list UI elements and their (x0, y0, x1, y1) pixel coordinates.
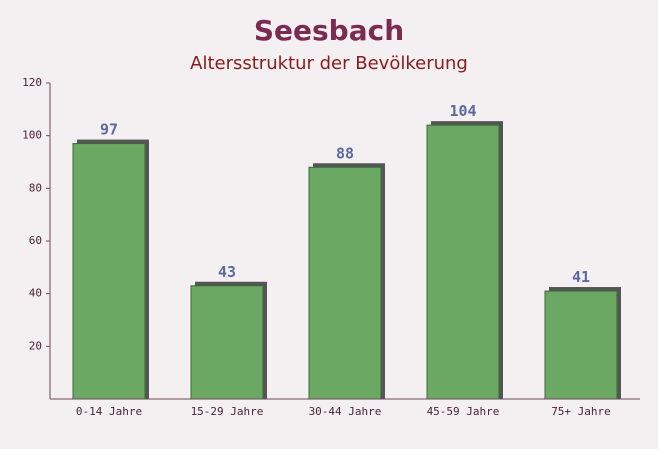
y-tick-label: 20 (29, 339, 42, 352)
bar (190, 285, 264, 400)
x-tick-label: 0-14 Jahre (76, 405, 142, 418)
chart-title: Seesbach (254, 14, 404, 47)
y-tick-label: 100 (22, 129, 42, 142)
value-label: 41 (572, 268, 590, 286)
value-label: 104 (449, 102, 476, 120)
y-tick-label: 120 (22, 76, 42, 89)
x-tick-label: 30-44 Jahre (309, 405, 382, 418)
x-tick-label: 15-29 Jahre (191, 405, 264, 418)
bar (308, 166, 382, 400)
bar (72, 143, 146, 400)
value-label: 43 (218, 263, 236, 281)
value-label: 97 (100, 121, 118, 139)
y-tick-label: 80 (29, 181, 42, 194)
x-tick-label: 45-59 Jahre (427, 405, 500, 418)
y-tick-label: 40 (29, 287, 42, 300)
bar (544, 290, 618, 400)
bar (426, 124, 500, 400)
x-tick-label: 75+ Jahre (551, 405, 611, 418)
y-tick-label: 60 (29, 234, 42, 247)
chart-subtitle: Altersstruktur der Bevölkerung (190, 53, 468, 74)
value-label: 88 (336, 144, 354, 162)
